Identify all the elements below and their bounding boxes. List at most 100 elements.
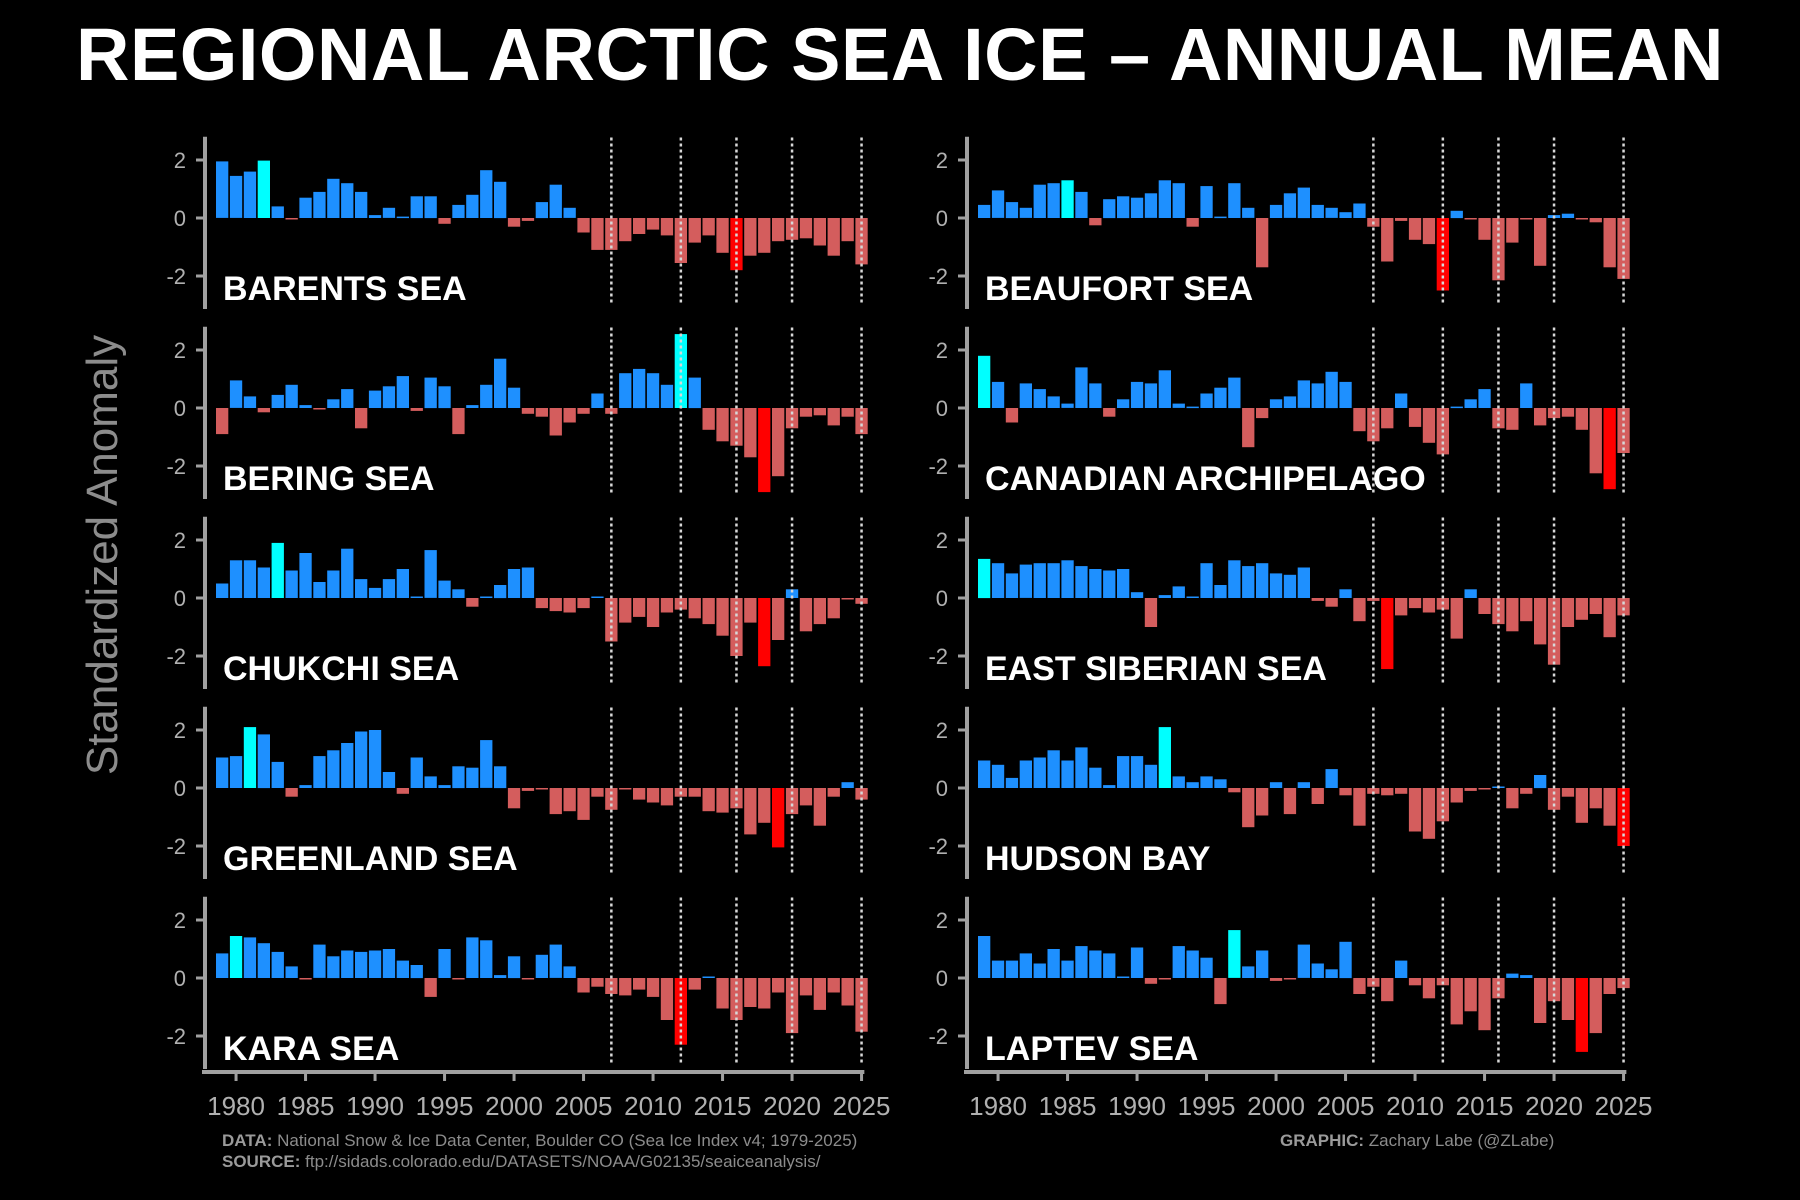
bar-2010 <box>646 978 660 997</box>
bar-1983 <box>271 761 284 788</box>
bar-1996 <box>452 204 465 218</box>
bar-2024 <box>1603 978 1616 994</box>
bar-2006 <box>1353 408 1366 432</box>
bar-2010 <box>1408 788 1422 832</box>
region-label: KARA SEA <box>223 1030 399 1068</box>
bar-1997 <box>466 937 479 978</box>
bar-1981 <box>1005 777 1019 788</box>
bar-1985 <box>1061 180 1074 218</box>
bar-1985 <box>299 197 312 218</box>
bar-2004 <box>563 207 576 218</box>
bar-2024 <box>1603 408 1616 490</box>
bar-1988 <box>1103 408 1116 417</box>
bar-1993 <box>410 196 423 219</box>
footer-source-text[interactable]: ftp://sidads.colorado.edu/DATASETS/NOAA/… <box>305 1152 821 1171</box>
bar-1982 <box>257 567 270 598</box>
bar-1994 <box>424 978 437 997</box>
bar-1995 <box>438 218 451 224</box>
bar-1990 <box>368 730 382 788</box>
bar-1991 <box>1144 978 1158 984</box>
bar-1997 <box>1228 930 1241 978</box>
bar-1991 <box>382 386 396 409</box>
bar-1995 <box>1200 957 1213 978</box>
bar-1985 <box>1061 760 1074 788</box>
y-tick-label: 0 <box>936 776 948 801</box>
bar-2008 <box>619 218 632 242</box>
bar-2002 <box>535 954 548 978</box>
bar-2017 <box>1506 408 1519 430</box>
bar-2009 <box>1395 960 1408 978</box>
bar-1989 <box>1117 756 1130 788</box>
x-tick-label: 2000 <box>1247 1091 1305 1121</box>
bar-2005 <box>577 978 590 993</box>
y-tick-label: 2 <box>174 148 186 173</box>
bar-1988 <box>341 743 354 788</box>
bar-2014 <box>702 218 715 236</box>
bar-1995 <box>438 386 451 409</box>
bar-2023 <box>827 218 840 256</box>
bar-2003 <box>1311 204 1324 218</box>
bar-2019 <box>1534 775 1547 789</box>
bar-1988 <box>341 183 354 218</box>
bar-1991 <box>1144 193 1158 218</box>
bar-1980 <box>991 764 1005 788</box>
x-tick-label: 2000 <box>485 1091 543 1121</box>
bar-2009 <box>633 598 646 617</box>
bar-2014 <box>1464 788 1477 791</box>
bar-1981 <box>243 396 257 408</box>
bar-2011 <box>1422 978 1436 999</box>
bar-1996 <box>1214 216 1227 219</box>
bar-1997 <box>1228 183 1241 218</box>
bar-1992 <box>1158 727 1171 788</box>
bar-2018 <box>1520 975 1533 978</box>
bar-2011 <box>1422 408 1436 443</box>
bar-2021 <box>799 598 813 632</box>
region-label: BEAUFORT SEA <box>985 270 1253 308</box>
bar-2003 <box>1311 383 1324 408</box>
bar-2006 <box>591 596 604 598</box>
bar-1994 <box>424 776 437 788</box>
bar-2005 <box>577 598 590 609</box>
bar-2014 <box>1464 589 1477 598</box>
bar-1984 <box>285 570 298 598</box>
bar-1993 <box>1172 946 1185 978</box>
bar-2008 <box>1381 408 1394 429</box>
bar-2005 <box>577 218 590 233</box>
bar-2018 <box>758 788 771 823</box>
x-tick-label: 1995 <box>416 1091 474 1121</box>
bar-2015 <box>716 408 729 442</box>
bar-2017 <box>1506 788 1519 809</box>
bar-1982 <box>1019 207 1032 218</box>
bar-1982 <box>257 408 270 413</box>
bar-2018 <box>758 598 771 667</box>
bar-2018 <box>758 218 771 253</box>
bar-2019 <box>772 978 785 993</box>
bar-1990 <box>1130 756 1144 788</box>
bar-2008 <box>1381 598 1394 670</box>
bar-2022 <box>1575 598 1588 620</box>
bar-1993 <box>1172 183 1185 218</box>
bar-1993 <box>1172 776 1185 788</box>
bar-2005 <box>1339 381 1352 408</box>
bar-2014 <box>1464 978 1477 1012</box>
bar-2008 <box>619 373 632 408</box>
bar-2012 <box>674 978 687 1045</box>
bar-2022 <box>1575 788 1588 823</box>
bar-1985 <box>1061 960 1074 978</box>
bar-2022 <box>813 408 826 416</box>
bar-2000 <box>1269 204 1283 218</box>
bar-1996 <box>452 978 465 980</box>
x-tick-label: 1995 <box>1178 1091 1236 1121</box>
bar-2018 <box>1520 598 1533 622</box>
bar-2006 <box>1353 598 1366 622</box>
bar-1988 <box>341 548 354 598</box>
bar-1980 <box>229 756 243 788</box>
region-label: EAST SIBERIAN SEA <box>985 650 1327 688</box>
bar-2011 <box>660 384 674 408</box>
bar-1989 <box>1117 976 1130 978</box>
bar-1982 <box>1019 953 1032 978</box>
bar-2011 <box>1422 218 1436 245</box>
bar-2018 <box>758 408 771 493</box>
bar-2024 <box>841 598 854 600</box>
bar-2004 <box>1325 969 1338 978</box>
